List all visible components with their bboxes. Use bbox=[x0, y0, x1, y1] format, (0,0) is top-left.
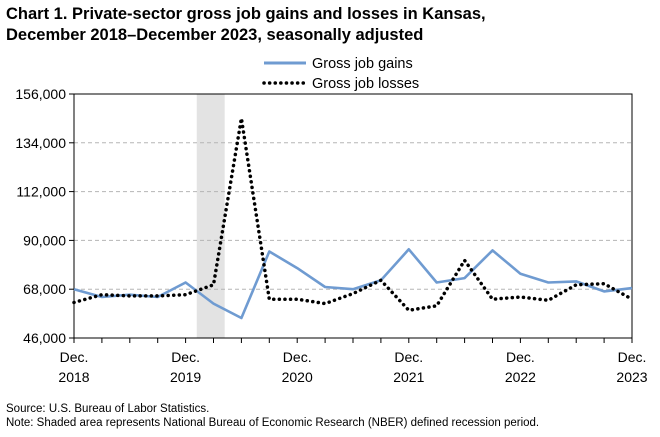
chart-title: Chart 1. Private-sector gross job gains … bbox=[6, 5, 486, 23]
y-tick-label: 46,000 bbox=[23, 330, 66, 346]
x-tick-label: Dec. bbox=[394, 349, 423, 365]
y-tick-label: 134,000 bbox=[15, 135, 66, 151]
chart-subtitle: December 2018–December 2023, seasonally … bbox=[6, 26, 424, 44]
series-layer bbox=[72, 116, 634, 320]
x-axis-ticks: Dec. 2018 Dec. 2019 Dec. 2020 Dec. 2021 Dec. 2022… bbox=[58, 338, 648, 385]
legend: Gross job gains Gross job losses bbox=[262, 56, 419, 92]
x-tick-label: 2019 bbox=[170, 369, 201, 385]
series-line-gains bbox=[73, 248, 633, 320]
recession-layer bbox=[196, 94, 225, 338]
y-axis-ticks: 46,000 68,000 90,000 112,000 134,000 156,000 bbox=[15, 86, 74, 346]
recession-note: Note: Shaded area represents National Bu… bbox=[6, 417, 540, 429]
x-tick-label: Dec. bbox=[506, 349, 535, 365]
x-tick-label: Dec. bbox=[618, 349, 647, 365]
x-tick-label: Dec. bbox=[171, 349, 200, 365]
recession-shade bbox=[196, 94, 225, 338]
legend-label-gains: Gross job gains bbox=[312, 56, 413, 72]
chart-title-block: Chart 1. Private-sector gross job gains … bbox=[6, 4, 486, 46]
y-tick-label: 68,000 bbox=[23, 281, 66, 297]
y-tick-label: 112,000 bbox=[16, 184, 66, 200]
x-tick-label: Dec. bbox=[60, 349, 89, 365]
x-tick-label: Dec. bbox=[283, 349, 312, 365]
y-tick-label: 156,000 bbox=[15, 86, 66, 102]
x-tick-label: 2022 bbox=[505, 369, 536, 385]
grid-layer bbox=[74, 142, 632, 290]
x-tick-label: 2023 bbox=[616, 369, 647, 385]
y-tick-label: 90,000 bbox=[23, 232, 66, 248]
series-line-losses bbox=[72, 116, 634, 313]
source-note: Source: U.S. Bureau of Labor Statistics. bbox=[6, 403, 210, 415]
legend-label-losses: Gross job losses bbox=[312, 76, 419, 92]
x-tick-label: 2018 bbox=[58, 369, 89, 385]
x-tick-label: 2020 bbox=[282, 369, 313, 385]
plot-frame bbox=[73, 93, 633, 339]
x-tick-label: 2021 bbox=[393, 369, 424, 385]
footnotes: Source: U.S. Bureau of Labor Statistics.… bbox=[6, 402, 539, 430]
